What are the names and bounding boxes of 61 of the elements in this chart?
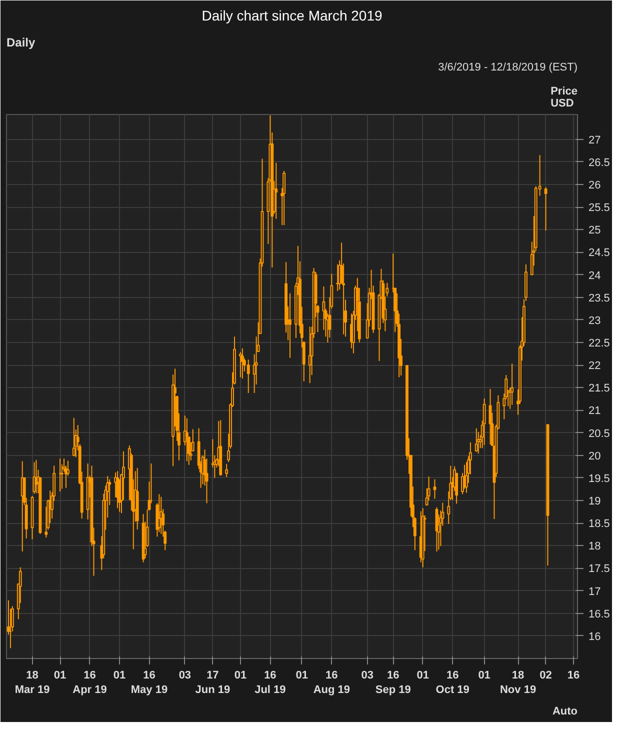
- x-tick-label: 01: [416, 670, 429, 682]
- y-tick-label: 19.5: [588, 472, 610, 485]
- x-tick-label: 03: [178, 670, 192, 682]
- x-tick-label: 01: [296, 670, 308, 682]
- x-tick-label: 18 Mar 19: [14, 670, 50, 696]
- candlestick: [185, 418, 188, 462]
- candlestick: [282, 170, 286, 226]
- candlestick: [482, 398, 486, 446]
- x-tick-label: 16 May 19: [130, 670, 168, 696]
- y-tick-label: 19: [588, 495, 601, 508]
- text: Daily: [6, 36, 36, 50]
- y-tick-label: 22.5: [588, 337, 610, 350]
- y-tick-label: 27: [588, 134, 601, 146]
- candlestick: [238, 351, 242, 378]
- x-tick-label: 16 Apr 19: [72, 670, 107, 696]
- candlestick: [474, 428, 478, 452]
- y-tick-label: 17.5: [588, 563, 610, 576]
- y-tick-label: 24.5: [588, 247, 610, 260]
- candlestick: [225, 463, 228, 478]
- y-tick-label: 20: [588, 450, 601, 462]
- candlestick: [116, 470, 119, 509]
- y-tick-label: 23: [588, 314, 601, 327]
- chart-subtitle: 3/6/2019 - 12/18/2019 (EST): [438, 62, 578, 74]
- x-tick-label: 02: [540, 670, 552, 682]
- candlestick: [246, 359, 250, 394]
- x-tick-label: 16 Aug 19: [313, 670, 350, 696]
- y-tick-label: 18.5: [588, 518, 610, 530]
- text: Auto: [552, 706, 578, 718]
- y-axis-title: Price USD: [550, 86, 578, 110]
- candlestick: [72, 417, 76, 457]
- y-tick-label: 26.5: [588, 156, 610, 169]
- y-tick-label: 16.5: [588, 608, 610, 620]
- x-tick-label: 03: [361, 670, 374, 682]
- x-tick-label: 01: [234, 670, 247, 682]
- candlestick: [158, 494, 161, 533]
- y-tick-label: 23.5: [588, 292, 610, 304]
- y-tick-label: 21: [588, 405, 601, 418]
- x-tick-label: 16 Oct 19: [436, 670, 470, 696]
- candlestick: [336, 264, 340, 292]
- y-tick-label: 22: [588, 360, 601, 372]
- candlestick: [510, 363, 514, 406]
- y-tick-label: 20.5: [588, 428, 610, 440]
- x-tick-label: 16 Jul 19: [254, 670, 286, 696]
- x-tick-label: 01: [54, 670, 66, 682]
- y-tick-label: 26: [588, 179, 601, 192]
- x-tick-label: 01: [478, 670, 490, 682]
- y-tick-label: 17: [588, 586, 601, 598]
- x-tick-label: 18 Nov 19: [500, 670, 536, 696]
- candlestick: [240, 348, 244, 380]
- y-tick-label: 25.5: [588, 202, 610, 214]
- y-tick-label: 24: [588, 270, 601, 282]
- x-tick-label: 16: [567, 670, 580, 682]
- x-tick-label: 16 Sep 19: [375, 670, 411, 696]
- x-tick-label: 17 Jun 19: [195, 670, 230, 696]
- candlestick: [544, 186, 548, 232]
- chart-title: Daily chart since March 2019: [202, 8, 382, 24]
- y-tick-label: 18: [588, 540, 601, 553]
- y-tick-label: 16: [588, 630, 601, 643]
- x-tick-label: 01: [113, 670, 126, 682]
- y-tick-label: 21.5: [588, 382, 610, 395]
- y-tick-label: 25: [588, 224, 601, 237]
